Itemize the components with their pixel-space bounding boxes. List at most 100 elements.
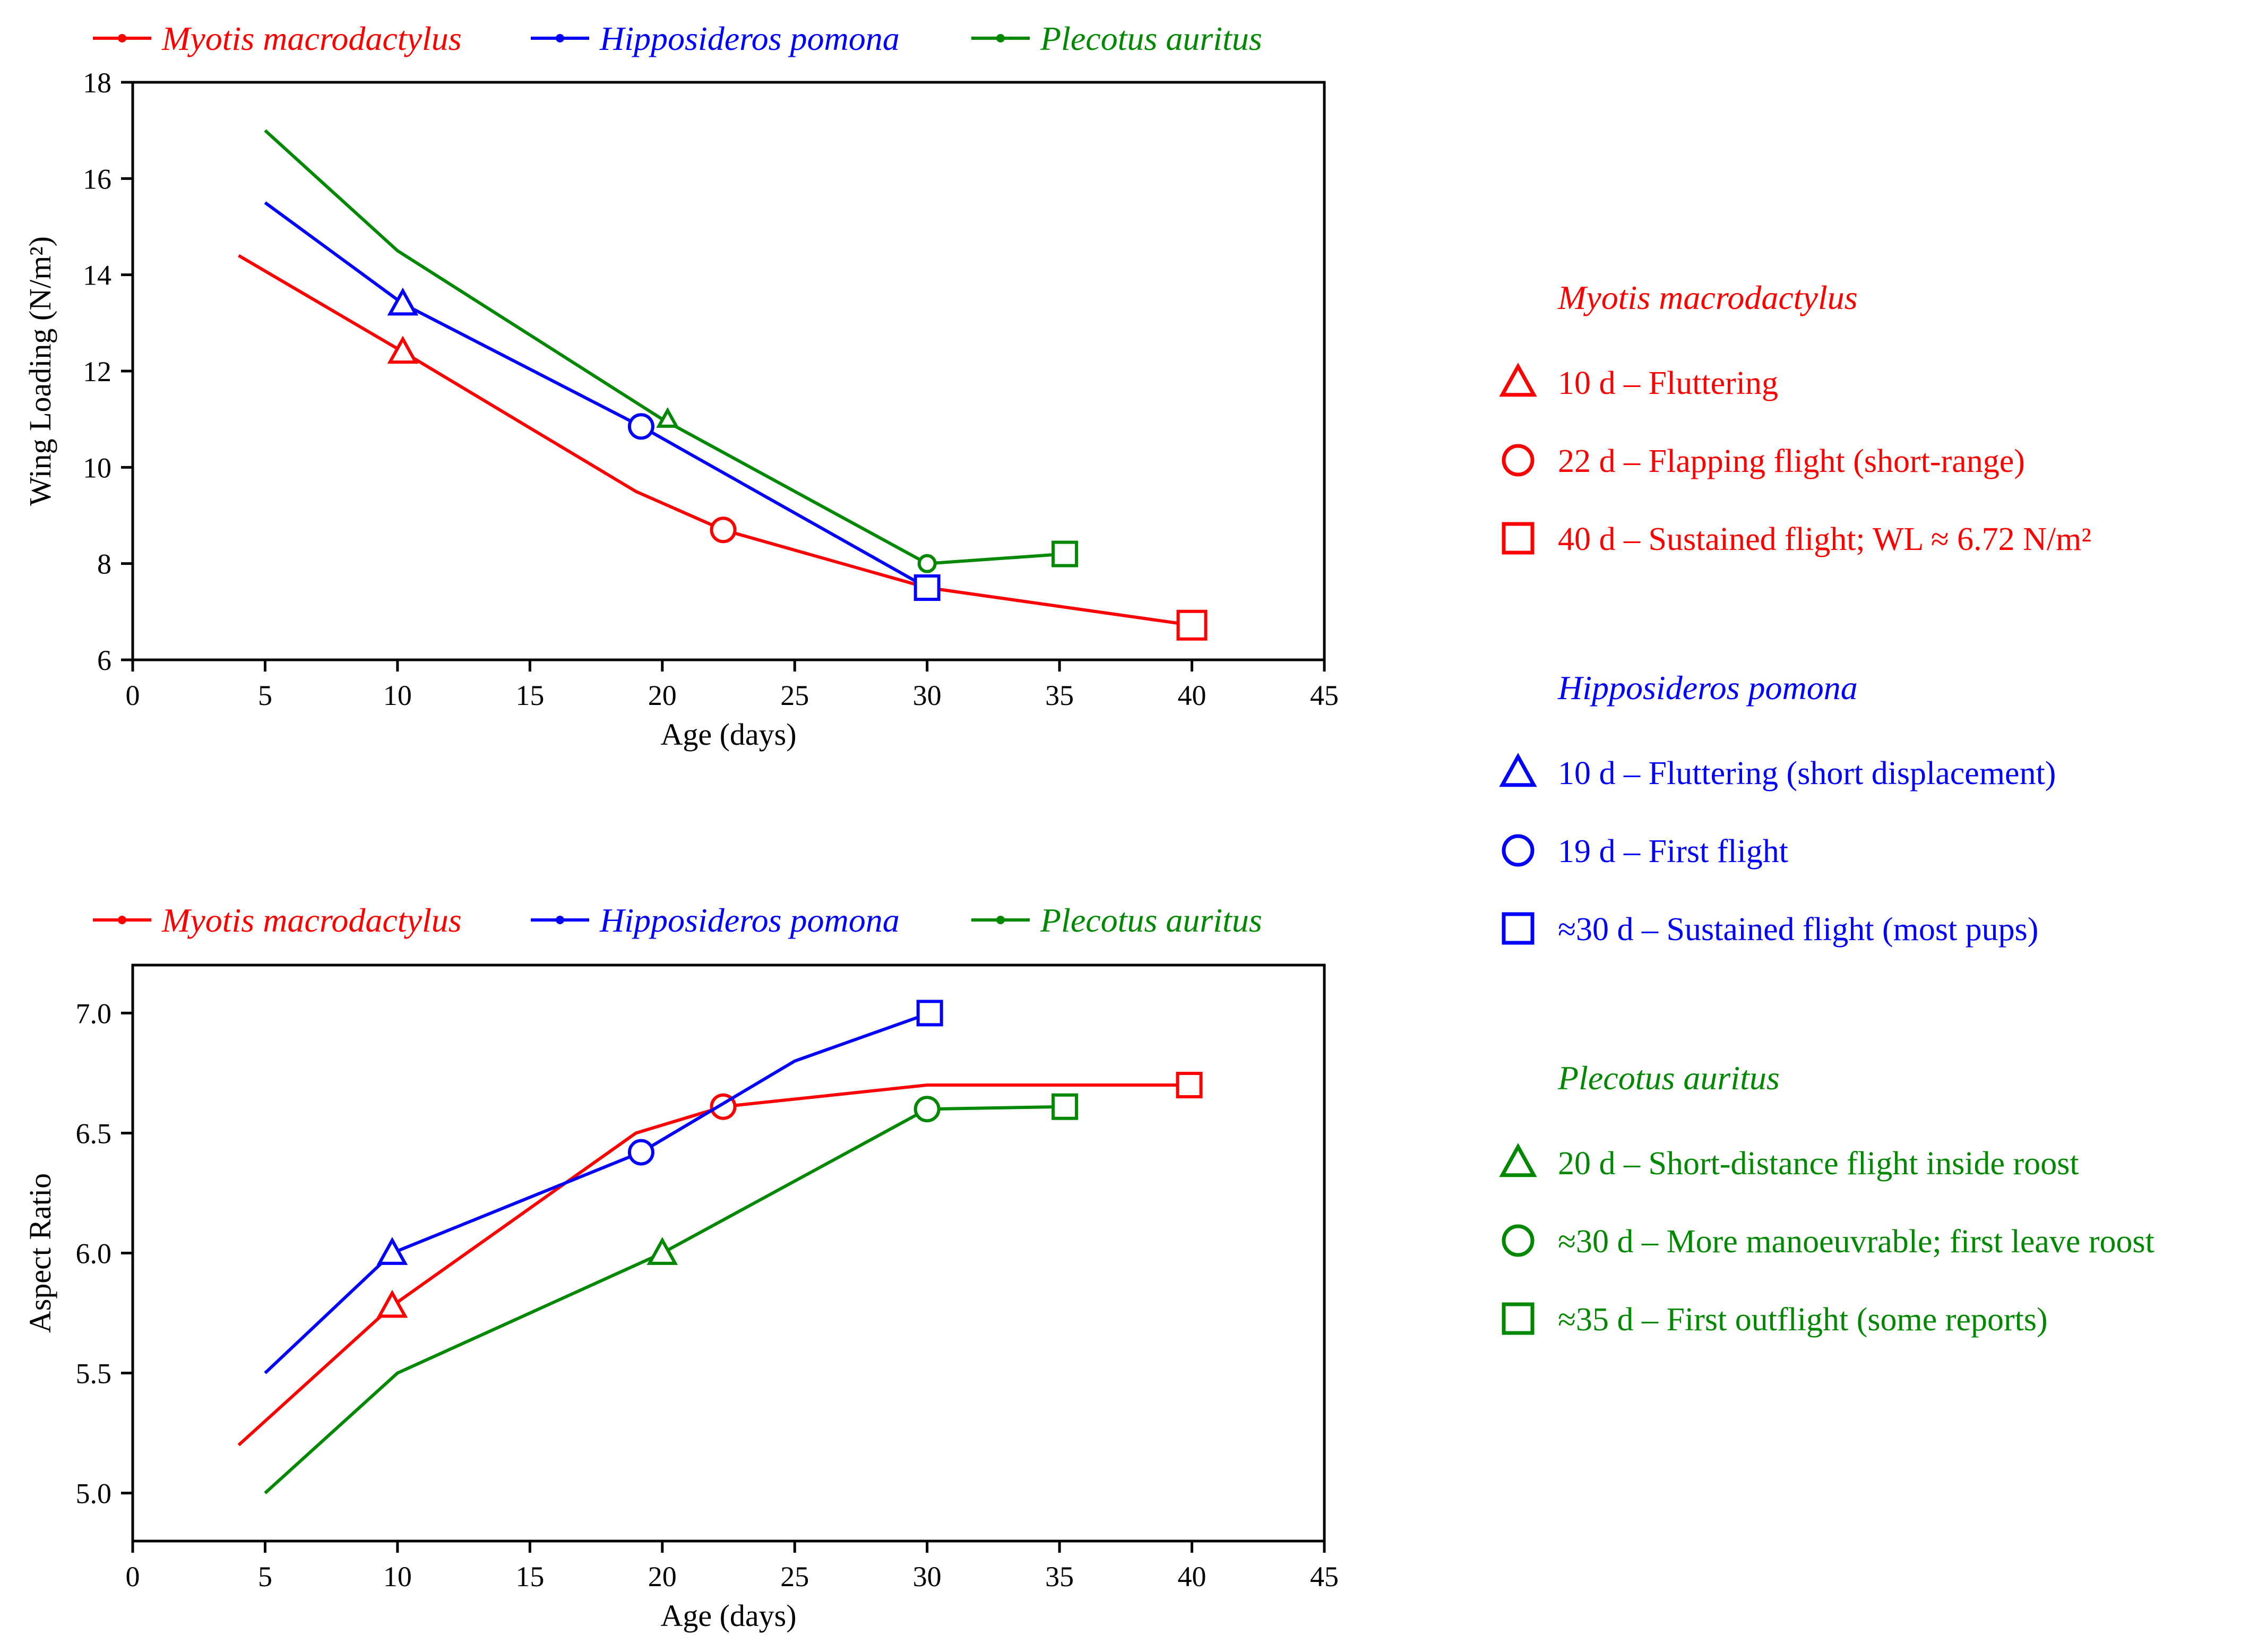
milestone-group-title: Hipposideros pomona — [1557, 669, 1858, 707]
series-legend-hipposideros: Hipposideros pomona — [531, 20, 900, 57]
x-tick-label: 40 — [1178, 679, 1206, 711]
x-tick-label: 0 — [126, 679, 140, 711]
x-tick-label: 5 — [258, 1561, 272, 1593]
legend-dot-hipposideros — [556, 34, 564, 42]
marker-myotis-square — [1176, 609, 1208, 641]
plot-frame — [131, 81, 1326, 661]
marker-hipposideros-circle — [627, 1139, 654, 1166]
series-legend-plecotus: Plecotus auritus — [971, 901, 1262, 939]
milestone-text: ≈30 d – More manoeuvrable; first leave r… — [1558, 1224, 2154, 1260]
milestone-group-hipposideros: Hipposideros pomona 10 d – Fluttering (sh… — [1499, 669, 2056, 948]
milestone-text: 40 d – Sustained flight; WL ≈ 6.72 N/m² — [1558, 521, 2091, 557]
series-line-hipposideros — [264, 201, 928, 589]
milestone-group-title: Plecotus auritus — [1557, 1059, 1780, 1097]
wing-loading-chart: Myotis macrodactylus Hipposideros pomona P… — [23, 20, 1339, 752]
legend-label-plecotus: Plecotus auritus — [1040, 901, 1262, 939]
x-axis-label: Age (days) — [660, 1598, 796, 1633]
marker-plecotus-square — [1051, 1093, 1079, 1120]
milestone-text: 19 d – First flight — [1558, 833, 1788, 870]
x-tick-label: 0 — [126, 1561, 140, 1593]
x-tick-label: 15 — [515, 1561, 544, 1593]
y-tick-label: 10 — [83, 452, 111, 484]
marker-myotis-circle — [710, 517, 737, 544]
milestone-legend: Myotis macrodactylus 10 d – Fluttering 22 … — [1499, 279, 2154, 1338]
y-axis-label: Aspect Ratio — [23, 1173, 57, 1333]
legend-dot-plecotus — [996, 34, 1005, 42]
milestone-triangle-icon — [1499, 363, 1537, 397]
x-tick-label: 25 — [780, 679, 809, 711]
y-tick-label: 5.5 — [76, 1358, 112, 1390]
milestone-text: 20 d – Short-distance flight inside roos… — [1558, 1146, 2079, 1182]
marker-hipposideros-square — [913, 574, 941, 601]
x-tick-label: 35 — [1045, 679, 1074, 711]
series-line-myotis — [237, 1083, 1192, 1447]
marker-myotis-triangle — [387, 335, 419, 364]
milestone-group-plecotus: Plecotus auritus 20 d – Short-distance fl… — [1499, 1059, 2154, 1338]
legend-dot-myotis — [118, 916, 126, 924]
y-axis-label: Wing Loading (N/m²) — [23, 236, 57, 506]
marker-hipposideros-circle — [627, 413, 654, 440]
milestone-group-title: Myotis macrodactylus — [1557, 279, 1858, 316]
legend-label-myotis: Myotis macrodactylus — [161, 901, 462, 939]
milestone-triangle-icon — [1499, 753, 1537, 787]
marker-myotis-square — [1176, 1072, 1203, 1099]
y-tick-label: 18 — [83, 67, 111, 99]
series-line-plecotus — [264, 1105, 1065, 1494]
milestone-square-icon — [1502, 1302, 1535, 1335]
x-tick-label: 45 — [1310, 1561, 1339, 1593]
marker-hipposideros-triangle — [387, 287, 419, 316]
milestone-text: 10 d – Fluttering — [1558, 365, 1778, 401]
y-tick-label: 6.5 — [76, 1117, 112, 1149]
marker-plecotus-triangle — [647, 1237, 678, 1265]
plot-frame — [131, 963, 1326, 1543]
x-tick-label: 20 — [648, 1561, 677, 1593]
series-line-plecotus — [264, 129, 1065, 565]
x-tick-label: 20 — [648, 679, 677, 711]
x-tick-label: 5 — [258, 679, 272, 711]
y-tick-label: 7.0 — [76, 997, 112, 1029]
milestone-square-icon — [1502, 522, 1535, 555]
milestone-text: ≈30 d – Sustained flight (most pups) — [1558, 911, 2038, 948]
y-tick-label: 8 — [97, 548, 111, 580]
milestone-group-myotis: Myotis macrodactylus 10 d – Fluttering 22 … — [1499, 279, 2091, 557]
series-legend-plecotus: Plecotus auritus — [971, 20, 1262, 57]
legend-label-hipposideros: Hipposideros pomona — [599, 20, 900, 57]
marker-hipposideros-square — [916, 1000, 943, 1027]
legend-dot-hipposideros — [556, 916, 564, 924]
series-legend-myotis: Myotis macrodactylus — [93, 20, 462, 57]
legend-label-plecotus: Plecotus auritus — [1040, 20, 1262, 57]
x-tick-label: 30 — [913, 1561, 942, 1593]
x-tick-label: 45 — [1310, 679, 1339, 711]
series-legend-myotis: Myotis macrodactylus — [93, 901, 462, 939]
milestone-text: ≈35 d – First outflight (some reports) — [1558, 1302, 2048, 1338]
legend-dot-plecotus — [996, 916, 1005, 924]
x-tick-label: 10 — [383, 1561, 412, 1593]
x-axis-label: Age (days) — [660, 717, 796, 752]
series-line-myotis — [238, 254, 1193, 627]
marker-hipposideros-triangle — [376, 1237, 408, 1265]
legend-label-myotis: Myotis macrodactylus — [161, 20, 462, 57]
y-tick-label: 6 — [97, 644, 111, 676]
legend-dot-myotis — [118, 34, 126, 42]
y-tick-label: 14 — [83, 260, 111, 291]
y-tick-label: 16 — [83, 163, 111, 195]
series-line-hipposideros — [264, 1011, 930, 1374]
milestone-circle-icon — [1502, 444, 1535, 477]
marker-plecotus-circle — [913, 1096, 941, 1123]
aspect-ratio-chart: Myotis macrodactylus Hipposideros pomona P… — [23, 901, 1339, 1633]
marker-plecotus-triangle — [656, 407, 679, 428]
x-tick-label: 40 — [1178, 1561, 1206, 1593]
marker-plecotus-square — [1051, 540, 1079, 567]
x-tick-label: 15 — [515, 679, 544, 711]
x-tick-label: 25 — [780, 1561, 809, 1593]
series-legend-hipposideros: Hipposideros pomona — [531, 901, 900, 939]
x-tick-label: 30 — [913, 679, 942, 711]
milestone-text: 10 d – Fluttering (short displacement) — [1558, 755, 2056, 791]
marker-myotis-triangle — [376, 1289, 408, 1318]
milestone-circle-icon — [1502, 1224, 1535, 1257]
milestone-square-icon — [1502, 912, 1535, 945]
y-tick-label: 12 — [83, 356, 111, 388]
milestone-text: 22 d – Flapping flight (short-range) — [1558, 443, 2025, 479]
x-tick-label: 10 — [383, 679, 412, 711]
y-tick-label: 6.0 — [76, 1238, 112, 1270]
